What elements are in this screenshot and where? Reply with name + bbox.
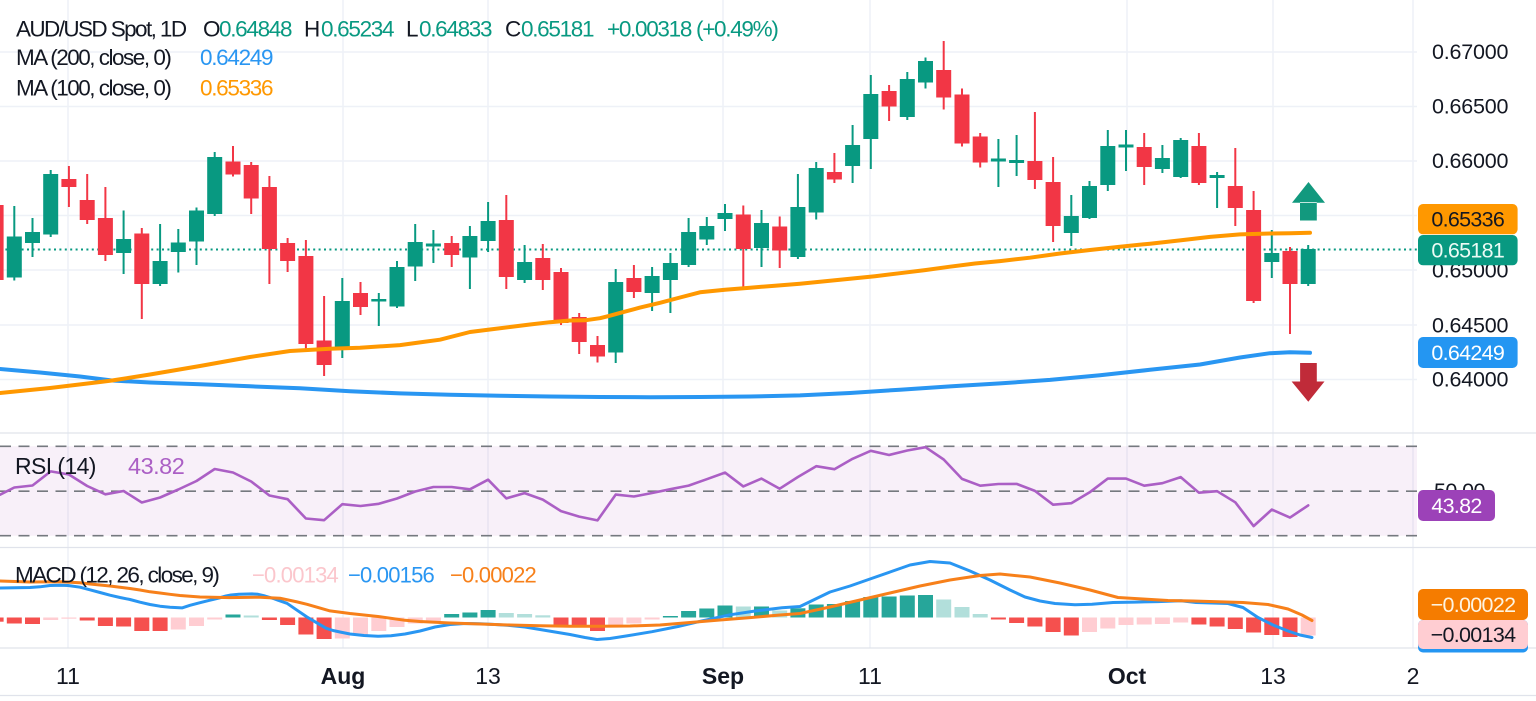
svg-text:0.67000: 0.67000 (1432, 40, 1509, 64)
svg-text:0.64500: 0.64500 (1432, 314, 1509, 338)
svg-text:0.64848: 0.64848 (219, 17, 292, 42)
svg-text:0.64000: 0.64000 (1432, 368, 1509, 392)
svg-text:MACD (12, 26, close, 9): MACD (12, 26, close, 9) (15, 563, 219, 588)
svg-text:−0.00134: −0.00134 (252, 563, 339, 588)
svg-text:2: 2 (1407, 663, 1420, 689)
svg-text:−0.00134: −0.00134 (1431, 623, 1516, 647)
svg-text:Aug: Aug (321, 663, 366, 689)
svg-text:AUD/USD Spot, 1D: AUD/USD Spot, 1D (16, 17, 187, 42)
svg-text:11: 11 (56, 663, 80, 689)
svg-text:H: H (304, 17, 320, 42)
svg-text:13: 13 (475, 663, 501, 689)
svg-text:Sep: Sep (702, 663, 744, 689)
svg-text:0.66000: 0.66000 (1432, 149, 1509, 173)
svg-text:0.64249: 0.64249 (1431, 341, 1504, 365)
svg-text:MA (100, close, 0): MA (100, close, 0) (16, 76, 171, 101)
svg-text:RSI (14): RSI (14) (15, 453, 96, 479)
svg-text:L: L (406, 17, 418, 42)
svg-text:0.66500: 0.66500 (1432, 95, 1509, 119)
svg-text:43.82: 43.82 (1431, 494, 1481, 518)
svg-text:MA (200, close, 0): MA (200, close, 0) (16, 45, 171, 70)
svg-text:C: C (505, 17, 521, 42)
svg-text:0.65336: 0.65336 (1431, 208, 1505, 232)
svg-text:−0.00022: −0.00022 (1431, 593, 1516, 617)
svg-text:0.64833: 0.64833 (419, 17, 492, 42)
svg-text:0.64249: 0.64249 (200, 45, 273, 70)
svg-text:O: O (203, 17, 220, 42)
svg-text:0.65181: 0.65181 (521, 17, 594, 42)
svg-text:43.82: 43.82 (128, 453, 184, 479)
svg-text:−0.00022: −0.00022 (450, 563, 537, 588)
svg-text:0.65234: 0.65234 (321, 17, 394, 42)
svg-text:11: 11 (858, 663, 882, 689)
svg-text:+0.00318 (+0.49%): +0.00318 (+0.49%) (607, 17, 778, 42)
svg-text:−0.00156: −0.00156 (348, 563, 435, 588)
svg-text:13: 13 (1260, 663, 1286, 689)
svg-text:Oct: Oct (1108, 663, 1147, 689)
svg-text:0.65336: 0.65336 (200, 76, 273, 101)
svg-text:0.65181: 0.65181 (1431, 239, 1504, 263)
